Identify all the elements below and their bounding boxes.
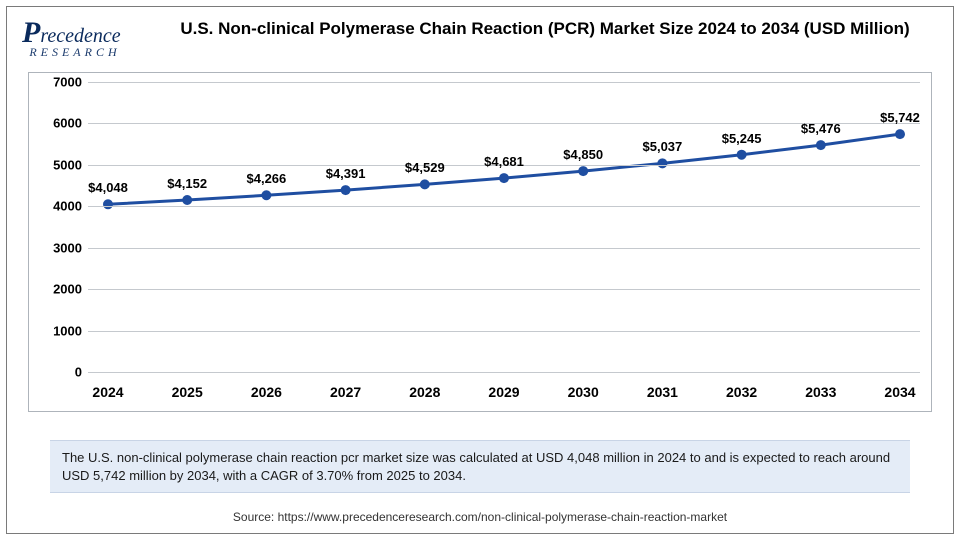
y-tick-label: 6000 bbox=[38, 116, 82, 131]
chart-title: U.S. Non-clinical Polymerase Chain React… bbox=[170, 18, 920, 40]
data-marker bbox=[499, 173, 509, 183]
data-label: $5,037 bbox=[643, 139, 683, 154]
y-gridline bbox=[88, 82, 920, 83]
x-tick-label: 2027 bbox=[330, 384, 361, 400]
data-label: $4,850 bbox=[563, 147, 603, 162]
data-line bbox=[108, 134, 900, 204]
y-tick-label: 2000 bbox=[38, 282, 82, 297]
y-gridline bbox=[88, 123, 920, 124]
data-marker bbox=[737, 150, 747, 160]
y-tick-label: 3000 bbox=[38, 240, 82, 255]
logo-line2: RESEARCH bbox=[22, 46, 121, 58]
caption-box: The U.S. non-clinical polymerase chain r… bbox=[50, 440, 910, 493]
data-marker bbox=[816, 140, 826, 150]
y-tick-label: 5000 bbox=[38, 157, 82, 172]
data-marker bbox=[895, 129, 905, 139]
data-label: $4,391 bbox=[326, 166, 366, 181]
y-tick-label: 7000 bbox=[38, 75, 82, 90]
plot-svg bbox=[88, 82, 920, 372]
data-label: $4,152 bbox=[167, 176, 207, 191]
line-chart: 0100020003000400050006000700020242025202… bbox=[88, 82, 920, 372]
x-tick-label: 2024 bbox=[92, 384, 123, 400]
data-marker bbox=[261, 190, 271, 200]
y-tick-label: 1000 bbox=[38, 323, 82, 338]
data-marker bbox=[341, 185, 351, 195]
data-label: $4,048 bbox=[88, 180, 128, 195]
data-marker bbox=[578, 166, 588, 176]
y-gridline bbox=[88, 331, 920, 332]
x-tick-label: 2026 bbox=[251, 384, 282, 400]
y-tick-label: 0 bbox=[38, 365, 82, 380]
x-tick-label: 2032 bbox=[726, 384, 757, 400]
data-marker bbox=[657, 158, 667, 168]
data-label: $5,245 bbox=[722, 131, 762, 146]
brand-logo: Precedence RESEARCH bbox=[22, 18, 121, 58]
y-gridline bbox=[88, 248, 920, 249]
data-label: $4,266 bbox=[247, 171, 287, 186]
data-label: $5,742 bbox=[880, 110, 920, 125]
x-tick-label: 2028 bbox=[409, 384, 440, 400]
x-tick-label: 2031 bbox=[647, 384, 678, 400]
data-marker bbox=[420, 179, 430, 189]
x-tick-label: 2025 bbox=[172, 384, 203, 400]
y-gridline bbox=[88, 206, 920, 207]
x-tick-label: 2034 bbox=[884, 384, 915, 400]
logo-line1: recedence bbox=[40, 25, 120, 47]
y-gridline bbox=[88, 289, 920, 290]
data-marker bbox=[103, 199, 113, 209]
data-marker bbox=[182, 195, 192, 205]
y-tick-label: 4000 bbox=[38, 199, 82, 214]
x-tick-label: 2033 bbox=[805, 384, 836, 400]
x-tick-label: 2029 bbox=[488, 384, 519, 400]
data-label: $4,529 bbox=[405, 160, 445, 175]
caption-text: The U.S. non-clinical polymerase chain r… bbox=[62, 450, 890, 483]
x-tick-label: 2030 bbox=[568, 384, 599, 400]
source-line: Source: https://www.precedenceresearch.c… bbox=[0, 510, 960, 524]
y-gridline bbox=[88, 372, 920, 373]
data-label: $5,476 bbox=[801, 121, 841, 136]
data-label: $4,681 bbox=[484, 154, 524, 169]
